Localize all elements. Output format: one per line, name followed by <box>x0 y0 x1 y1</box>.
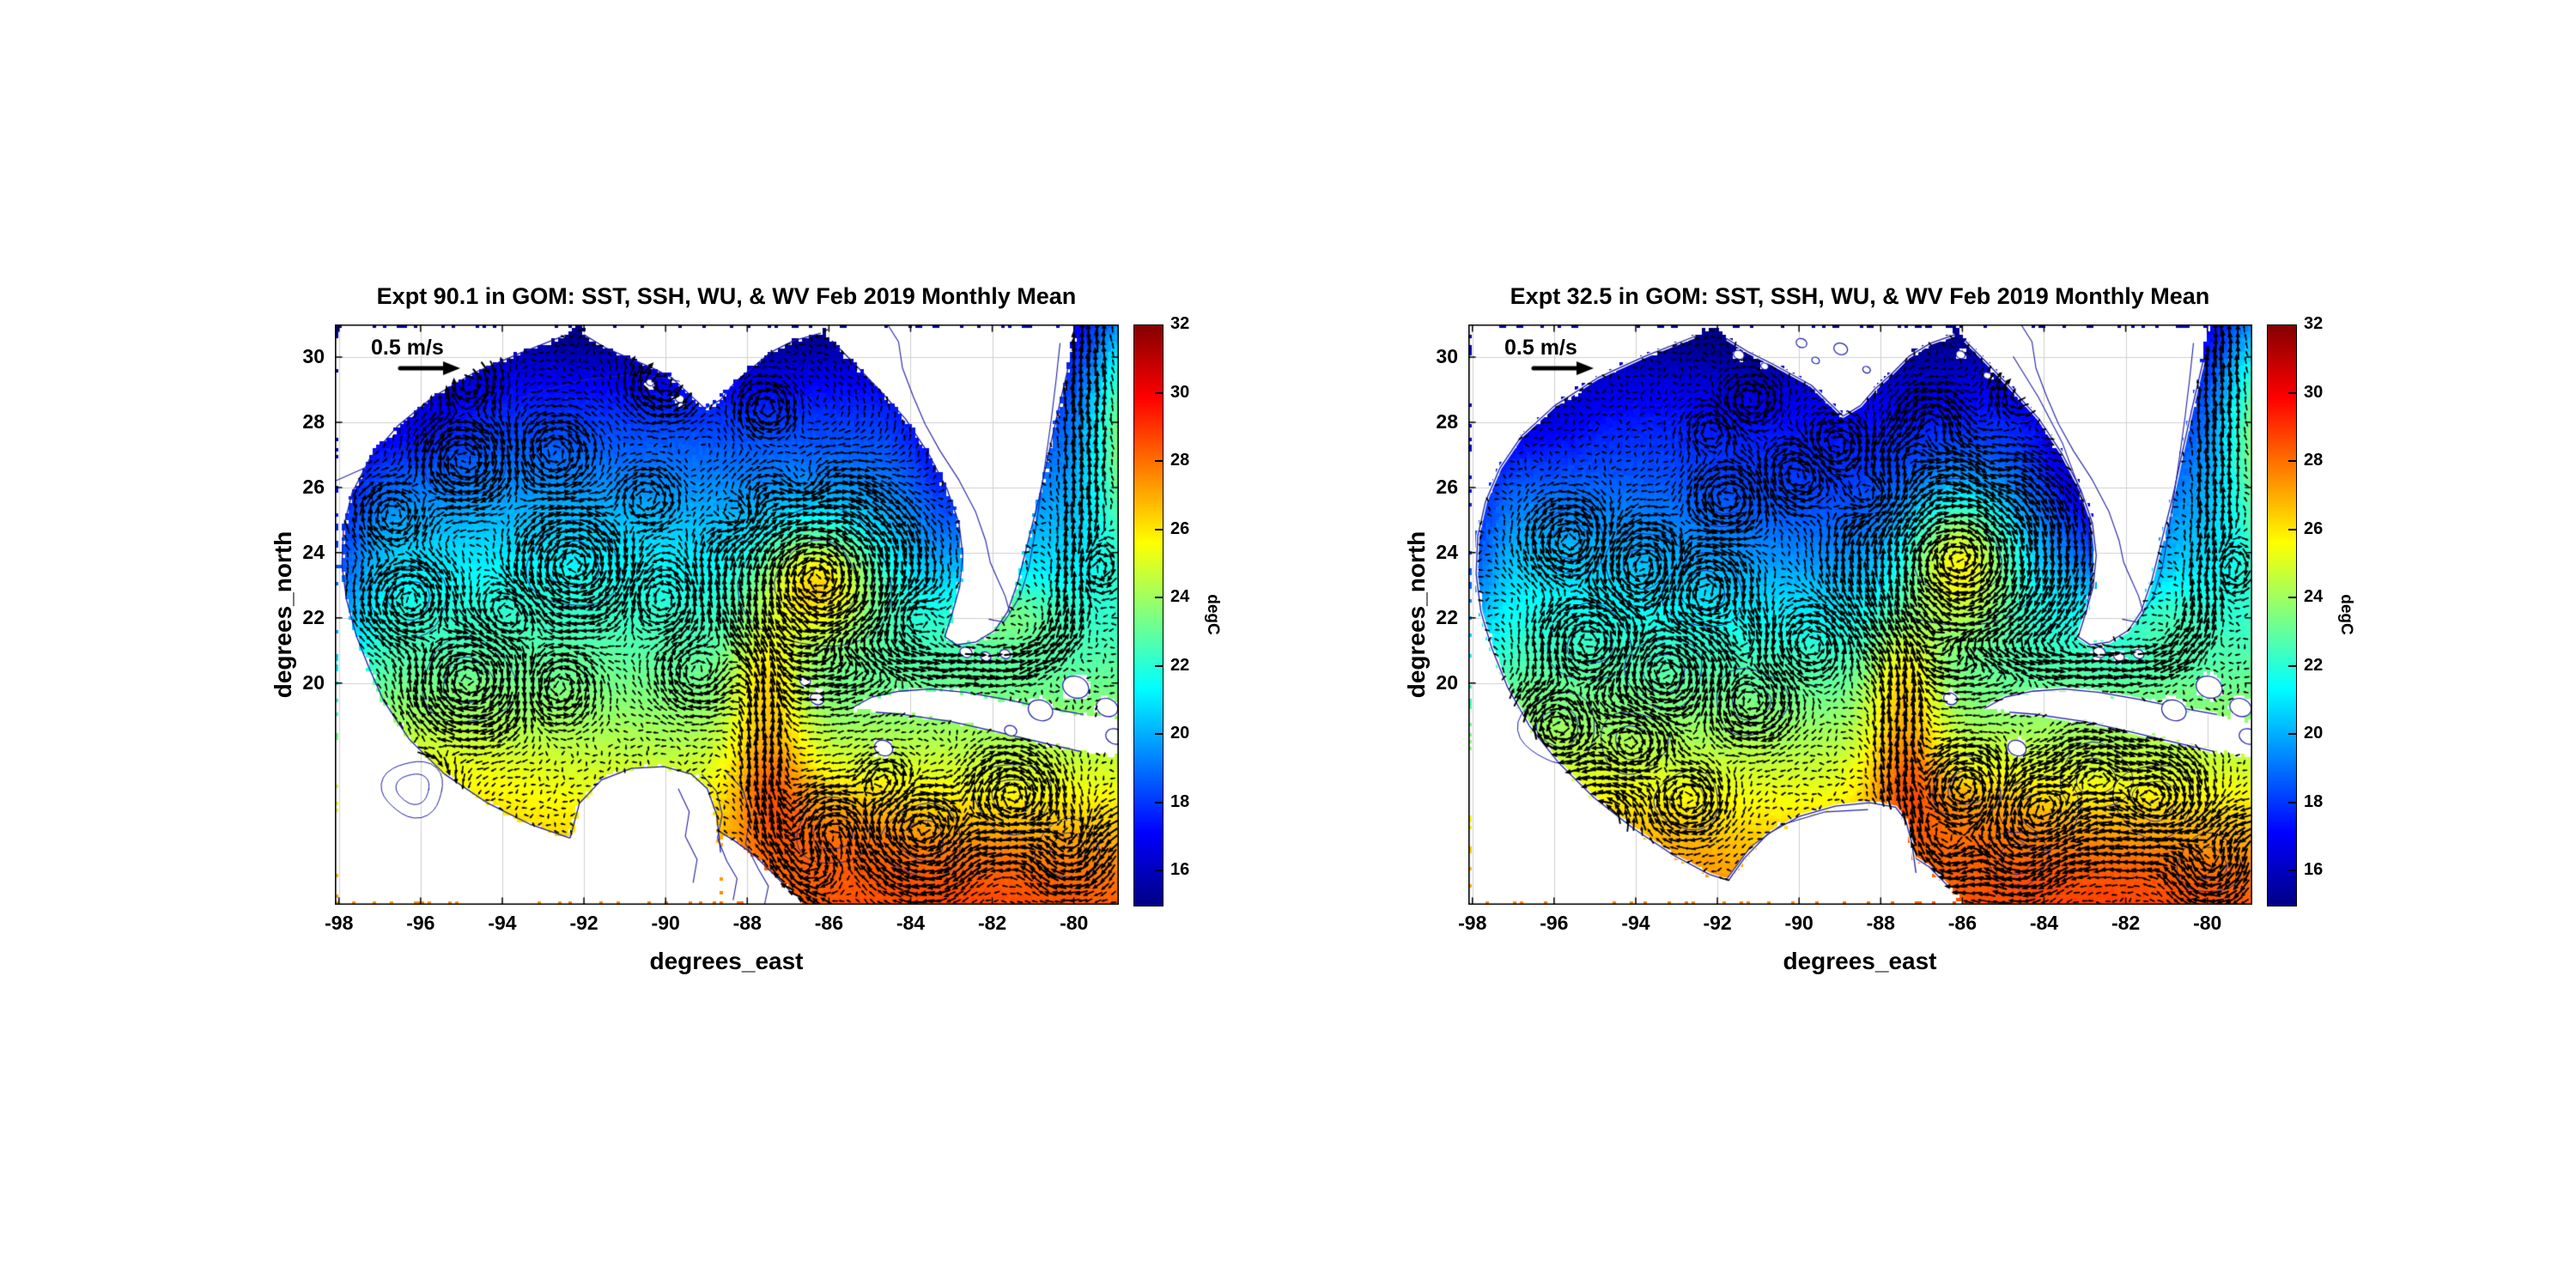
x-tick-label: -80 <box>2193 912 2222 934</box>
scale-arrow-label: 0.5 m/s <box>1504 336 1577 360</box>
colorbar-tick-label: 26 <box>2304 518 2324 538</box>
colorbar-tick-mark <box>1155 870 1163 872</box>
x-tick-label: -98 <box>325 912 354 934</box>
colorbar-tick-mark <box>1155 733 1163 736</box>
y-tick-label: 30 <box>302 344 325 367</box>
colorbar-tick-label: 24 <box>2304 587 2324 607</box>
colorbar-tick-label: 22 <box>1170 655 1190 675</box>
x-tick-label: -88 <box>1866 912 1895 934</box>
colorbar <box>2267 324 2297 906</box>
colorbar-tick-label: 20 <box>2304 724 2324 743</box>
panel-title: Expt 32.5 in GOM: SST, SSH, WU, & WV Feb… <box>1510 283 2210 309</box>
y-tick-label: 28 <box>1436 409 1458 433</box>
gom-map-canvas-expt-32-5 <box>1468 324 2252 905</box>
colorbar-tick-label: 32 <box>2304 314 2324 333</box>
colorbar-tick-mark <box>2288 597 2296 599</box>
colorbar-tick-mark <box>1155 460 1163 463</box>
x-tick-label: -94 <box>488 912 517 934</box>
colorbar-tick-label: 16 <box>2304 860 2324 880</box>
gom-map-canvas-expt-90-1 <box>335 324 1119 905</box>
y-tick-label: 22 <box>1436 605 1458 628</box>
colorbar-tick-mark <box>2288 391 2296 394</box>
panel-title: Expt 90.1 in GOM: SST, SSH, WU, & WV Feb… <box>376 283 1077 309</box>
colorbar <box>1133 324 1163 906</box>
y-tick-label: 28 <box>302 409 325 433</box>
colorbar-tick-mark <box>1155 391 1163 394</box>
colorbar-tick-mark <box>2288 870 2296 872</box>
x-tick-label: -92 <box>569 912 598 934</box>
x-tick-label: -86 <box>1947 912 1977 934</box>
y-tick-label: 26 <box>1436 475 1458 498</box>
x-tick-label: -86 <box>814 912 843 934</box>
colorbar-tick-label: 18 <box>2304 791 2324 811</box>
colorbar-tick-label: 16 <box>1170 860 1190 880</box>
colorbar-tick-label: 30 <box>2304 382 2324 402</box>
x-tick-label: -90 <box>1784 912 1814 934</box>
colorbar-tick-mark <box>2288 733 2296 736</box>
colorbar-tick-mark <box>2288 664 2296 667</box>
y-tick-label: 30 <box>1436 344 1458 367</box>
colorbar-tick-mark <box>1155 597 1163 599</box>
x-tick-label: -90 <box>651 912 680 934</box>
colorbar-tick-label: 30 <box>1170 382 1190 402</box>
colorbar-tick-label: 18 <box>1170 791 1190 811</box>
y-tick-label: 20 <box>1436 670 1458 694</box>
x-tick-label: -82 <box>977 912 1007 934</box>
colorbar-tick-label: 24 <box>1170 587 1190 607</box>
colorbar-tick-mark <box>1155 664 1163 667</box>
x-tick-label: -84 <box>2029 912 2059 934</box>
x-tick-label: -96 <box>406 912 435 934</box>
y-tick-label: 26 <box>302 475 325 498</box>
x-tick-label: -98 <box>1458 912 1487 934</box>
x-tick-label: -82 <box>2111 912 2141 934</box>
x-tick-label: -80 <box>1060 912 1089 934</box>
x-tick-label: -96 <box>1540 912 1569 934</box>
colorbar-tick-label: 32 <box>1170 314 1190 333</box>
x-tick-label: -84 <box>896 912 926 934</box>
y-tick-label: 20 <box>302 670 325 694</box>
colorbar-tick-label: 20 <box>1170 724 1190 743</box>
x-tick-label: -92 <box>1703 912 1732 934</box>
y-tick-label: 24 <box>1436 540 1458 563</box>
y-tick-label: 22 <box>302 605 325 628</box>
colorbar-tick-mark <box>1155 528 1163 530</box>
colorbar-tick-mark <box>2288 801 2296 803</box>
scale-arrow-label: 0.5 m/s <box>371 336 444 360</box>
colorbar-tick-label: 28 <box>1170 451 1190 470</box>
colorbar-tick-mark <box>1155 801 1163 803</box>
x-axis-label: degrees_east <box>1783 948 1937 974</box>
colorbar-tick-mark <box>2288 528 2296 530</box>
x-axis-label: degrees_east <box>649 948 804 974</box>
colorbar-tick-mark <box>2288 460 2296 463</box>
x-tick-label: -88 <box>732 912 762 934</box>
colorbar-units-label: degC <box>2337 594 2355 635</box>
y-tick-label: 24 <box>302 540 325 563</box>
colorbar-tick-label: 22 <box>2304 655 2324 675</box>
colorbar-tick-label: 26 <box>1170 518 1190 538</box>
x-tick-label: -94 <box>1621 912 1650 934</box>
colorbar-tick-label: 28 <box>2304 451 2324 470</box>
